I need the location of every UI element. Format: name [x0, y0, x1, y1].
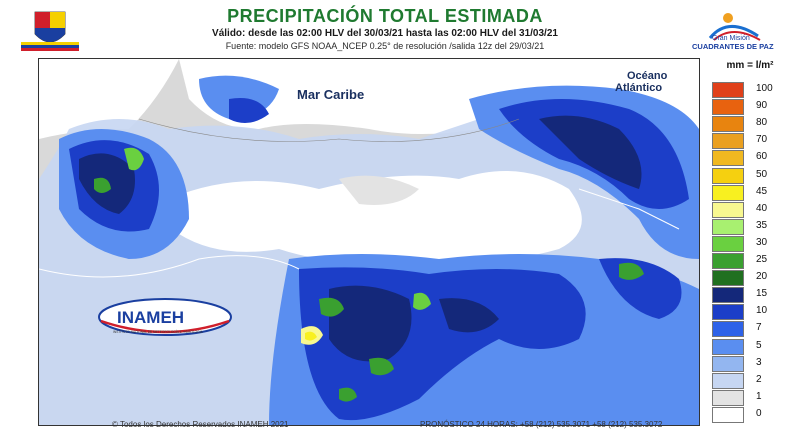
copyright: © Todos los Derechos Reservados INAMEH 2… [112, 420, 289, 429]
legend-label: 60 [756, 151, 768, 163]
validity-period: Válido: desde las 02:00 HLV del 30/03/21… [212, 28, 558, 39]
legend-item: 2 [712, 372, 792, 389]
legend-swatch [712, 184, 744, 201]
legend-label: 25 [756, 254, 768, 265]
legend-item: 7 [712, 321, 792, 338]
legend-swatch [712, 218, 744, 235]
legend-item: 45 [712, 184, 792, 201]
legend-label: 5 [756, 339, 762, 351]
legend-label: 15 [756, 288, 768, 300]
legend-item: 60 [712, 150, 792, 167]
legend-item: 50 [712, 167, 792, 184]
legend-label: 7 [756, 322, 762, 334]
legend-item: 35 [712, 218, 792, 235]
legend-swatch [712, 253, 744, 269]
precipitation-map: Mar Caribe Océano Atlántico [38, 58, 700, 426]
logo-line-1: Gran Misión [712, 35, 750, 42]
legend-item: 40 [712, 201, 792, 218]
legend-label: 2 [756, 373, 762, 385]
cuadrantes-de-paz-logo: Gran Misión CUADRANTES DE PAZ [688, 8, 784, 52]
legend-swatch [712, 116, 744, 133]
map-svg: Mar Caribe Océano Atlántico [39, 59, 699, 425]
legend-item: 0 [712, 406, 792, 423]
legend-swatch [712, 150, 744, 167]
legend-swatch [712, 338, 744, 355]
ocean-label-1: Océano [627, 70, 668, 82]
legend-item: 70 [712, 133, 792, 150]
header: PRECIPITACIÓN TOTAL ESTIMADA Válido: des… [0, 0, 800, 58]
inameh-name: INAMEH [117, 308, 184, 327]
legend-label: 10 [756, 305, 768, 317]
legend-swatch [712, 82, 744, 98]
legend-swatch [712, 287, 744, 304]
legend-swatch [712, 372, 744, 389]
legend-label: 30 [756, 236, 768, 248]
logo-line-2: CUADRANTES DE PAZ [692, 42, 774, 51]
forecast-contact: PRONÓSTICO 24 HORAS: +58 (212) 535.3071 … [420, 420, 663, 429]
sea-label: Mar Caribe [297, 87, 364, 102]
legend-swatch [712, 304, 744, 321]
legend-swatch [712, 321, 744, 338]
legend-label: 90 [756, 100, 768, 112]
legend-label: 35 [756, 219, 768, 231]
legend-label: 40 [756, 202, 768, 214]
legend-item: 10 [712, 304, 792, 321]
legend-label: 50 [756, 168, 768, 180]
inameh-subtitle: INSTITUTO NACIONAL DE METEOROLOGÍA E HID… [113, 330, 203, 334]
legend-item: 5 [712, 338, 792, 355]
legend-item: 15 [712, 287, 792, 304]
legend-item: 25 [712, 253, 792, 269]
legend-label: 20 [756, 271, 768, 283]
legend-swatch [712, 99, 744, 116]
legend: mm = l/m² 100 90 80 70 60 50 45 40 35 30 25 20 15 10 7… [706, 58, 794, 428]
ocean-label-2: Atlántico [615, 82, 662, 94]
inameh-logo: INAMEH INSTITUTO NACIONAL DE METEOROLOGÍ… [95, 295, 235, 345]
legend-swatch [712, 201, 744, 218]
legend-label: 45 [756, 185, 768, 197]
legend-item: 3 [712, 355, 792, 372]
legend-swatch [712, 270, 744, 287]
legend-swatch [712, 167, 744, 184]
legend-item: 80 [712, 116, 792, 133]
legend-label: 70 [756, 134, 768, 146]
legend-label: 80 [756, 117, 768, 129]
legend-swatch [712, 235, 744, 252]
legend-item: 30 [712, 235, 792, 252]
legend-label: 0 [756, 407, 762, 419]
data-source: Fuente: modelo GFS NOAA_NCEP 0.25° de re… [225, 41, 545, 51]
legend-item: 100 [712, 82, 792, 98]
legend-label: 1 [756, 390, 762, 402]
legend-swatch [712, 389, 744, 406]
legend-label: 3 [756, 356, 762, 368]
legend-item: 20 [712, 270, 792, 287]
venezuela-coat-of-arms-logo [15, 6, 85, 54]
legend-unit: mm = l/m² [726, 60, 774, 71]
legend-swatch [712, 133, 744, 150]
legend-label: 100 [756, 83, 773, 94]
legend-item: 90 [712, 99, 792, 116]
map-title: PRECIPITACIÓN TOTAL ESTIMADA [227, 6, 543, 26]
legend-item: 1 [712, 389, 792, 406]
legend-swatch [712, 406, 744, 423]
legend-swatch [712, 355, 744, 372]
